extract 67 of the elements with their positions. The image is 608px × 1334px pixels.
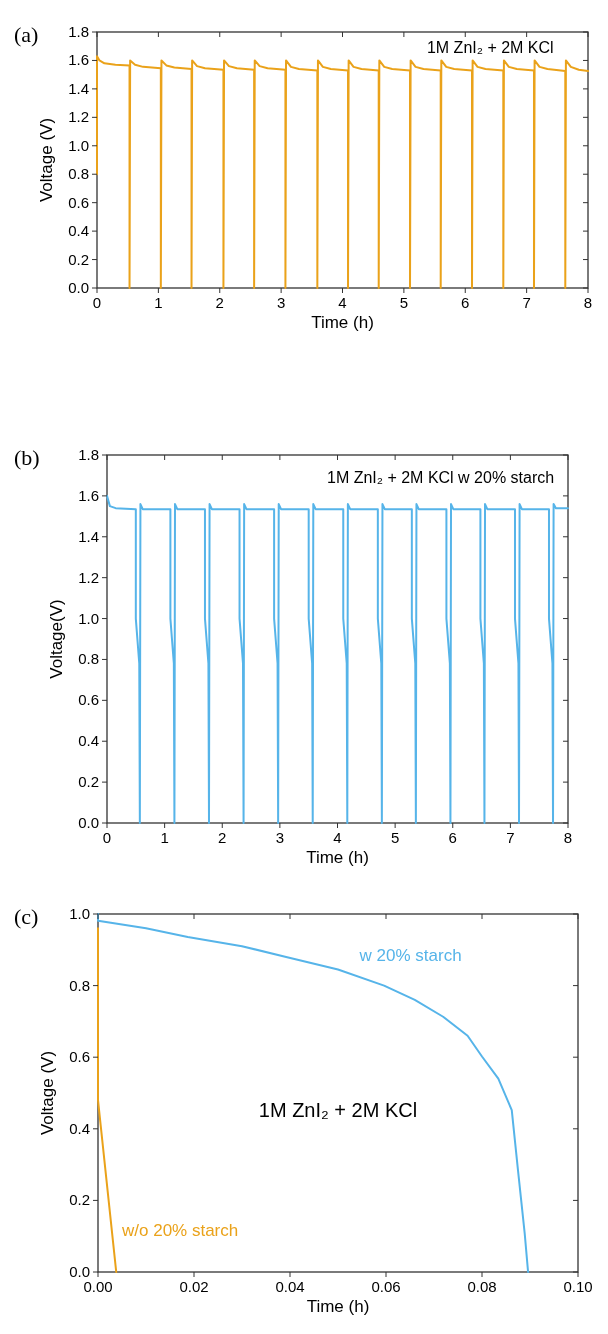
y-tick-label: 1.8 bbox=[68, 23, 89, 40]
y-tick-label: 0.2 bbox=[78, 773, 99, 791]
x-tick-label: 4 bbox=[338, 294, 347, 311]
x-tick-label: 3 bbox=[276, 294, 286, 311]
x-tick-label: 1 bbox=[154, 294, 163, 311]
y-tick-label: 0.4 bbox=[68, 222, 89, 240]
y-tick-label: 0.0 bbox=[78, 814, 99, 831]
y-tick-label: 1.4 bbox=[78, 527, 99, 545]
annotation: 1M ZnI₂ + 2M KCl bbox=[426, 39, 554, 57]
y-tick-label: 1.0 bbox=[68, 136, 89, 154]
x-tick-label: 0.04 bbox=[275, 1278, 305, 1295]
line-series bbox=[97, 913, 530, 1273]
annotation: 1M ZnI₂ + 2M KCl bbox=[258, 1098, 418, 1121]
chart-title: (a) bbox=[14, 22, 39, 47]
x-tick-label: 0.00 bbox=[83, 1278, 113, 1295]
y-tick-label: 1.0 bbox=[69, 905, 90, 922]
chart-title: (b) bbox=[14, 445, 40, 470]
x-tick-label: 4 bbox=[333, 829, 342, 846]
y-tick-label: 0.4 bbox=[78, 732, 99, 750]
x-tick-label: 0 bbox=[102, 829, 112, 846]
y-tick-label: 0.2 bbox=[68, 250, 89, 268]
y-tick-label: 0.6 bbox=[78, 691, 99, 709]
annotation: 1M ZnI₂ + 2M KCl w 20% starch bbox=[327, 469, 555, 487]
x-tick-label: 5 bbox=[399, 294, 409, 311]
line-series bbox=[106, 494, 569, 824]
x-tick-label: 0.02 bbox=[179, 1278, 209, 1295]
x-axis-title: Time (h) bbox=[306, 848, 369, 867]
x-axis-title: Time (h) bbox=[306, 1297, 370, 1316]
y-tick-label: 0.0 bbox=[68, 279, 89, 296]
chart-title: (c) bbox=[14, 904, 39, 929]
y-tick-label: 1.2 bbox=[68, 108, 89, 126]
y-tick-label: 0.8 bbox=[69, 976, 90, 994]
x-tick-label: 3 bbox=[275, 829, 285, 846]
y-tick-label: 1.8 bbox=[78, 446, 99, 463]
x-tick-label: 2 bbox=[215, 294, 224, 311]
y-tick-label: 0.6 bbox=[68, 193, 89, 211]
x-tick-label: 0 bbox=[92, 294, 102, 311]
x-tick-label: 0.08 bbox=[467, 1278, 497, 1295]
y-axis-title: Voltage (V) bbox=[38, 1050, 57, 1136]
x-tick-label: 6 bbox=[448, 829, 457, 846]
x-tick-label: 7 bbox=[506, 829, 515, 846]
y-tick-label: 0.8 bbox=[78, 650, 99, 668]
y-axis-title: Voltage(V) bbox=[47, 599, 66, 679]
y-tick-label: 1.0 bbox=[78, 609, 99, 627]
y-tick-label: 0.6 bbox=[69, 1048, 90, 1066]
x-tick-label: 8 bbox=[583, 294, 593, 311]
y-tick-label: 0.2 bbox=[69, 1191, 90, 1209]
x-tick-label: 8 bbox=[563, 829, 573, 846]
y-tick-label: 1.6 bbox=[78, 486, 99, 504]
x-tick-label: 0.06 bbox=[371, 1278, 401, 1295]
y-tick-label: 0.0 bbox=[69, 1263, 90, 1280]
x-tick-label: 0.10 bbox=[563, 1278, 593, 1295]
x-tick-label: 1 bbox=[160, 829, 169, 846]
y-tick-label: 1.4 bbox=[68, 79, 89, 97]
x-tick-label: 2 bbox=[218, 829, 227, 846]
y-axis-title: Voltage (V) bbox=[37, 117, 56, 203]
y-tick-label: 0.4 bbox=[69, 1119, 90, 1137]
series-label: w 20% starch bbox=[358, 945, 462, 965]
x-tick-label: 5 bbox=[390, 829, 400, 846]
series-label: w/o 20% starch bbox=[121, 1221, 239, 1241]
x-axis-title: Time (h) bbox=[311, 313, 374, 332]
x-tick-label: 7 bbox=[522, 294, 531, 311]
y-tick-label: 1.2 bbox=[78, 568, 99, 586]
x-tick-label: 6 bbox=[461, 294, 470, 311]
line-series bbox=[96, 55, 589, 289]
y-tick-label: 0.8 bbox=[68, 165, 89, 183]
y-tick-label: 1.6 bbox=[68, 51, 89, 69]
